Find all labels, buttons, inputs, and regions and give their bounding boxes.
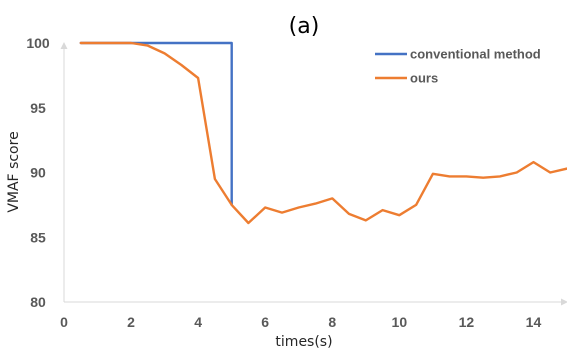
y-tick-label: 85 [30, 229, 46, 245]
x-axis-title: times(s) [275, 334, 332, 348]
y-tick-label: 90 [30, 165, 46, 181]
series-line-1 [79, 41, 567, 225]
y-tick-label: 80 [30, 294, 46, 310]
axes [60, 42, 567, 306]
x-tick-label: 10 [392, 314, 408, 330]
tick-labels: 80 85 90 95 100 0 2 4 6 8 10 12 14 [26, 35, 541, 330]
chart-title: (a) [289, 14, 320, 39]
legend-label: ours [410, 71, 438, 86]
x-tick-label: 2 [127, 314, 135, 330]
y-tick-label: 100 [26, 35, 50, 51]
legend-label: conventional method [410, 47, 541, 62]
series-lines [79, 41, 567, 225]
y-axis-title: VMAF score [6, 131, 22, 212]
y-tick-label: 95 [30, 100, 46, 116]
legend: conventional method ours [375, 47, 541, 86]
y-axis-arrow [60, 42, 68, 49]
series-line-0 [79, 41, 233, 207]
x-tick-label: 0 [60, 314, 68, 330]
x-tick-label: 14 [526, 314, 542, 330]
x-tick-label: 6 [261, 314, 269, 330]
x-axis-arrow [561, 298, 567, 306]
x-tick-label: 12 [459, 314, 475, 330]
x-tick-label: 4 [194, 314, 202, 330]
x-tick-label: 8 [328, 314, 336, 330]
